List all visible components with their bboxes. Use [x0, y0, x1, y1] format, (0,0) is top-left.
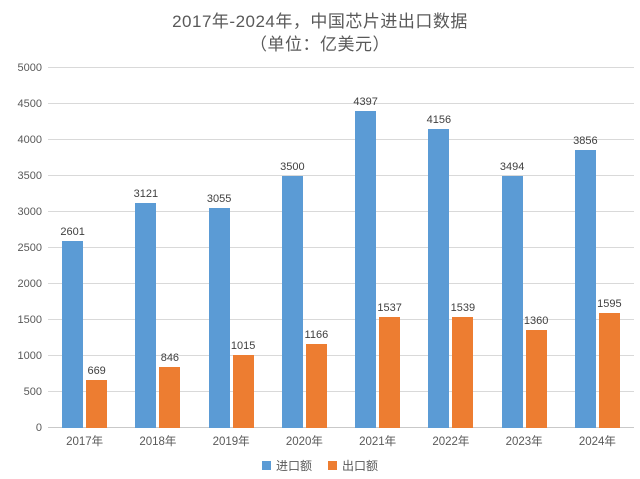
- bar-export: 846: [159, 352, 181, 428]
- bar-import: 3494: [500, 161, 524, 428]
- bar-import: 3856: [573, 135, 598, 428]
- bar-group: 3856 1595: [561, 68, 634, 428]
- bar-import: 4397: [353, 96, 378, 428]
- y-tick-label: 3500: [17, 170, 42, 182]
- bar-value-label: 1537: [377, 302, 402, 315]
- bar-value-label: 1539: [450, 302, 476, 315]
- x-axis: 2017年 2018年 2019年 2020年 2021年 2022年 2023年 2024年: [48, 433, 634, 449]
- bar-group: 4397 1537: [341, 68, 414, 428]
- gridline: [48, 319, 634, 320]
- gridline: [48, 67, 634, 68]
- bar-group: 2601 669: [48, 68, 121, 428]
- chart-subtitle: （单位：亿美元）: [250, 35, 390, 54]
- y-tick-label: 2500: [17, 242, 42, 254]
- bar-value-label: 3856: [573, 135, 598, 148]
- bar-value-label: 4156: [426, 113, 452, 126]
- bar-export: 1539: [451, 302, 475, 428]
- legend: 进口额 出口额: [0, 457, 640, 474]
- bar-group: 3500 1166: [268, 68, 341, 428]
- x-tick-label: 2020年: [285, 436, 323, 448]
- x-tick-label: 2021年: [359, 436, 397, 448]
- x-tick-label: 2022年: [432, 436, 470, 448]
- x-tick-label: 2017年: [66, 436, 104, 448]
- x-tick-label: 2018年: [139, 436, 177, 448]
- legend-item: 进口额: [261, 457, 312, 474]
- plot-area: 2601 669 3121 846 3055 1015 3500 1166 4397 1537 41…: [48, 67, 634, 428]
- y-tick-label: 4500: [17, 98, 42, 110]
- bar-group: 3121 846: [121, 68, 194, 428]
- bar-value-label: 1015: [230, 339, 256, 352]
- bar-group: 3055 1015: [195, 68, 268, 428]
- bar-value-label: 669: [87, 364, 106, 377]
- bar-export: 1537: [377, 302, 402, 428]
- bar-import: 2601: [60, 226, 85, 428]
- chart-title: 2017年-2024年，中国芯片进出口数据: [172, 12, 468, 31]
- bar-value-label: 3121: [133, 188, 159, 201]
- gridline: [48, 247, 634, 248]
- x-tick-label: 2024年: [578, 436, 616, 448]
- bar-export: 1166: [305, 329, 328, 428]
- y-tick-label: 4000: [17, 134, 42, 146]
- x-tick-label: 2019年: [212, 436, 250, 448]
- gridline: [48, 391, 634, 392]
- bar-import: 4156: [427, 114, 451, 428]
- legend-item: 出口额: [328, 457, 378, 474]
- gridline: [48, 103, 634, 104]
- y-tick-label: 3000: [17, 206, 42, 218]
- y-tick-label: 1000: [17, 350, 42, 362]
- y-tick-label: 5000: [17, 62, 42, 74]
- bar-value-label: 4397: [353, 96, 378, 109]
- gridline: [48, 175, 634, 176]
- bar-import: 3055: [207, 193, 231, 428]
- bar-export: 1595: [597, 298, 622, 428]
- bar-import: 3121: [134, 188, 158, 428]
- bar-import: 3500: [280, 161, 305, 428]
- gridline: [48, 355, 634, 356]
- gridline: [48, 211, 634, 212]
- bar-export: 1360: [524, 315, 548, 428]
- x-tick-label: 2023年: [505, 436, 543, 448]
- gridline: [48, 283, 634, 284]
- bar-group: 3494 1360: [488, 68, 561, 428]
- bar-value-label: 846: [160, 352, 180, 365]
- y-tick-label: 500: [23, 386, 42, 398]
- gridline: [48, 427, 634, 428]
- bar-value-label: 3494: [499, 161, 525, 174]
- y-tick-label: 0: [35, 422, 42, 434]
- legend-label: 进口额: [275, 459, 312, 473]
- bar-value-label: 1360: [523, 315, 549, 328]
- y-tick-label: 1500: [17, 314, 42, 326]
- legend-swatch-icon: [328, 461, 337, 470]
- y-tick-label: 2000: [17, 278, 42, 290]
- gridline: [48, 139, 634, 140]
- bar-group: 4156 1539: [414, 68, 487, 428]
- legend-swatch-icon: [261, 461, 271, 470]
- bar-value-label: 2601: [60, 225, 85, 238]
- bar-groups: 2601 669 3121 846 3055 1015 3500 1166 4397 1537 41…: [48, 68, 634, 428]
- bar-value-label: 1595: [597, 298, 622, 311]
- legend-label: 出口额: [342, 459, 379, 473]
- bar-value-label: 3055: [206, 193, 232, 206]
- bar-value-label: 3500: [280, 161, 305, 173]
- bar-value-label: 1166: [304, 329, 329, 342]
- bar-export: 669: [86, 365, 108, 428]
- bar-export: 1015: [231, 340, 255, 428]
